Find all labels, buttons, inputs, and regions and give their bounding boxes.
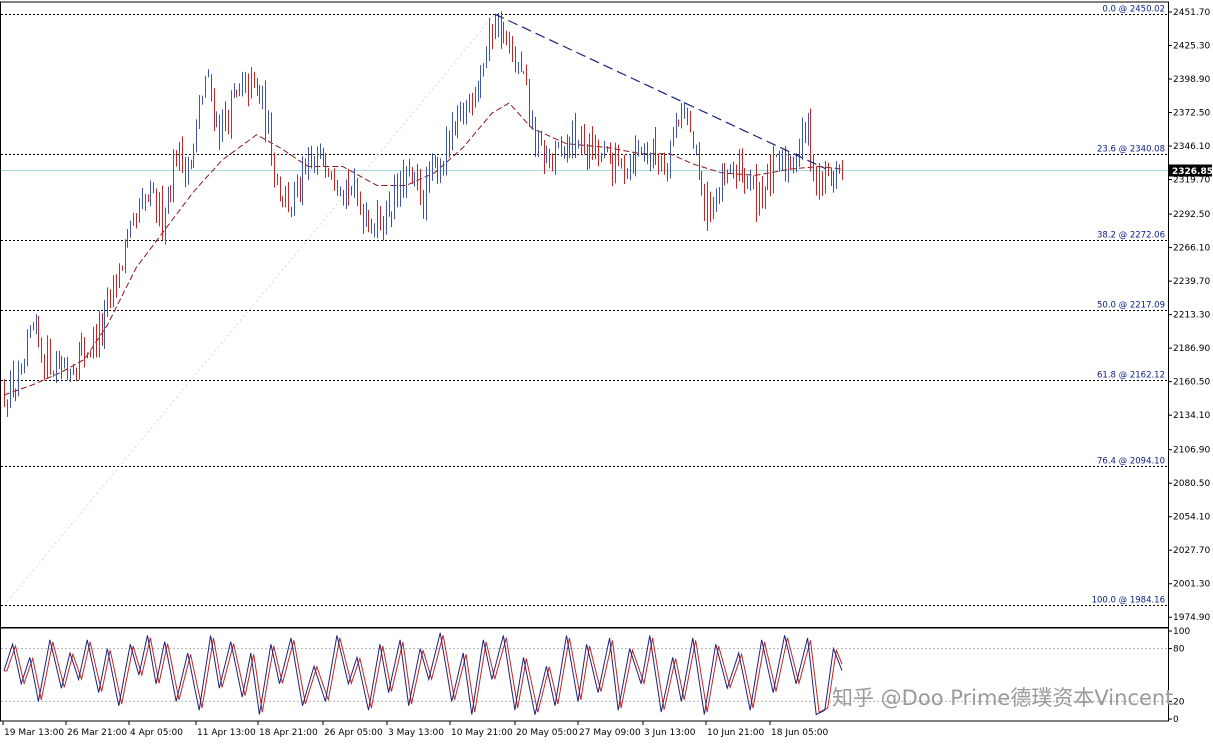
trend-line-group bbox=[494, 13, 826, 170]
price-tick-label: 2398.90 bbox=[1173, 75, 1210, 85]
price-tick-label: 2054.10 bbox=[1173, 513, 1210, 523]
price-tick-label: 2001.30 bbox=[1173, 580, 1210, 590]
time-tick-label: 11 Apr 13:00 bbox=[197, 728, 256, 738]
watermark: 知乎 @Doo Prime德璞资本Vincent bbox=[832, 686, 1173, 710]
fib-label: 61.8 @ 2162.12 bbox=[1097, 371, 1165, 381]
time-tick-label: 27 May 09:00 bbox=[579, 728, 641, 738]
time-tick-label: 4 Apr 05:00 bbox=[130, 728, 183, 738]
fib-label: 76.4 @ 2094.10 bbox=[1097, 457, 1165, 467]
time-tick-label: 10 May 21:00 bbox=[451, 728, 513, 738]
price-tick-label: 2266.10 bbox=[1173, 244, 1210, 254]
time-tick-label: 20 May 05:00 bbox=[516, 728, 578, 738]
fib-label: 23.6 @ 2340.08 bbox=[1097, 145, 1165, 155]
price-tick-label: 2106.90 bbox=[1173, 446, 1210, 456]
time-tick-label: 18 Jun 05:00 bbox=[771, 728, 828, 738]
price-tick-label: 2027.70 bbox=[1173, 546, 1210, 556]
price-tick-label: 2160.50 bbox=[1173, 378, 1210, 388]
price-tick-label: 2425.30 bbox=[1173, 42, 1210, 52]
price-axis: 2451.70 2425.30 2398.90 2372.50 2346.10 2319.… bbox=[1168, 8, 1213, 623]
stochastic-tick-label: 80 bbox=[1173, 645, 1185, 655]
stochastic-d-line bbox=[4, 635, 843, 713]
price-tick-label: 2451.70 bbox=[1173, 8, 1210, 18]
time-tick-label: 19 Mar 13:00 bbox=[4, 728, 64, 738]
price-tick-label: 2292.50 bbox=[1173, 210, 1210, 220]
trend-line bbox=[494, 13, 826, 170]
time-tick-label: 3 May 13:00 bbox=[388, 728, 444, 738]
time-tick-label: 26 Mar 21:00 bbox=[67, 728, 127, 738]
price-tick-label: 2080.50 bbox=[1173, 479, 1210, 489]
time-axis: 19 Mar 13:00 26 Mar 21:00 4 Apr 05:00 11 Ap… bbox=[2, 721, 828, 738]
fib-connector bbox=[3, 13, 496, 607]
fib-label: 100.0 @ 1984.16 bbox=[1092, 596, 1165, 606]
stochastic-tick-label: 100 bbox=[1173, 627, 1190, 637]
candles bbox=[4, 11, 843, 417]
time-tick-label: 3 Jun 13:00 bbox=[644, 728, 696, 738]
price-tick-label: 1974.90 bbox=[1173, 613, 1210, 623]
moving-average bbox=[3, 102, 843, 396]
price-tick-label: 2213.30 bbox=[1173, 311, 1210, 321]
fib-label: 50.0 @ 2217.09 bbox=[1097, 301, 1165, 311]
stochastic-tick-label: 20 bbox=[1173, 697, 1185, 707]
price-tick-label: 2372.50 bbox=[1173, 109, 1210, 119]
stochastic-panel: 100 80 20 0 bbox=[1, 627, 1190, 725]
fib-label: 0.0 @ 2450.02 bbox=[1102, 5, 1165, 15]
price-tick-label: 2186.90 bbox=[1173, 344, 1210, 354]
fib-label: 38.2 @ 2272.06 bbox=[1097, 231, 1165, 241]
price-tick-label: 2346.10 bbox=[1173, 142, 1210, 152]
time-tick-label: 18 Apr 21:00 bbox=[259, 728, 318, 738]
current-price-label: 2326.85 bbox=[1172, 167, 1213, 177]
stochastic-tick-label: 0 bbox=[1173, 715, 1179, 725]
moving-average-line bbox=[3, 102, 843, 396]
price-tick-label: 2239.70 bbox=[1173, 277, 1210, 287]
current-price-tag bbox=[1169, 164, 1212, 177]
time-tick-label: 26 Apr 05:00 bbox=[324, 728, 383, 738]
price-tick-label: 2134.10 bbox=[1173, 411, 1210, 421]
stochastic-k-line bbox=[3, 632, 843, 716]
time-tick-label: 10 Jun 21:00 bbox=[707, 728, 764, 738]
price-tick-label: 2319.70 bbox=[1173, 176, 1210, 186]
fibonacci-levels: 0.0 @ 2450.02 23.6 @ 2340.08 38.2 @ 2272.0… bbox=[1, 5, 1168, 607]
